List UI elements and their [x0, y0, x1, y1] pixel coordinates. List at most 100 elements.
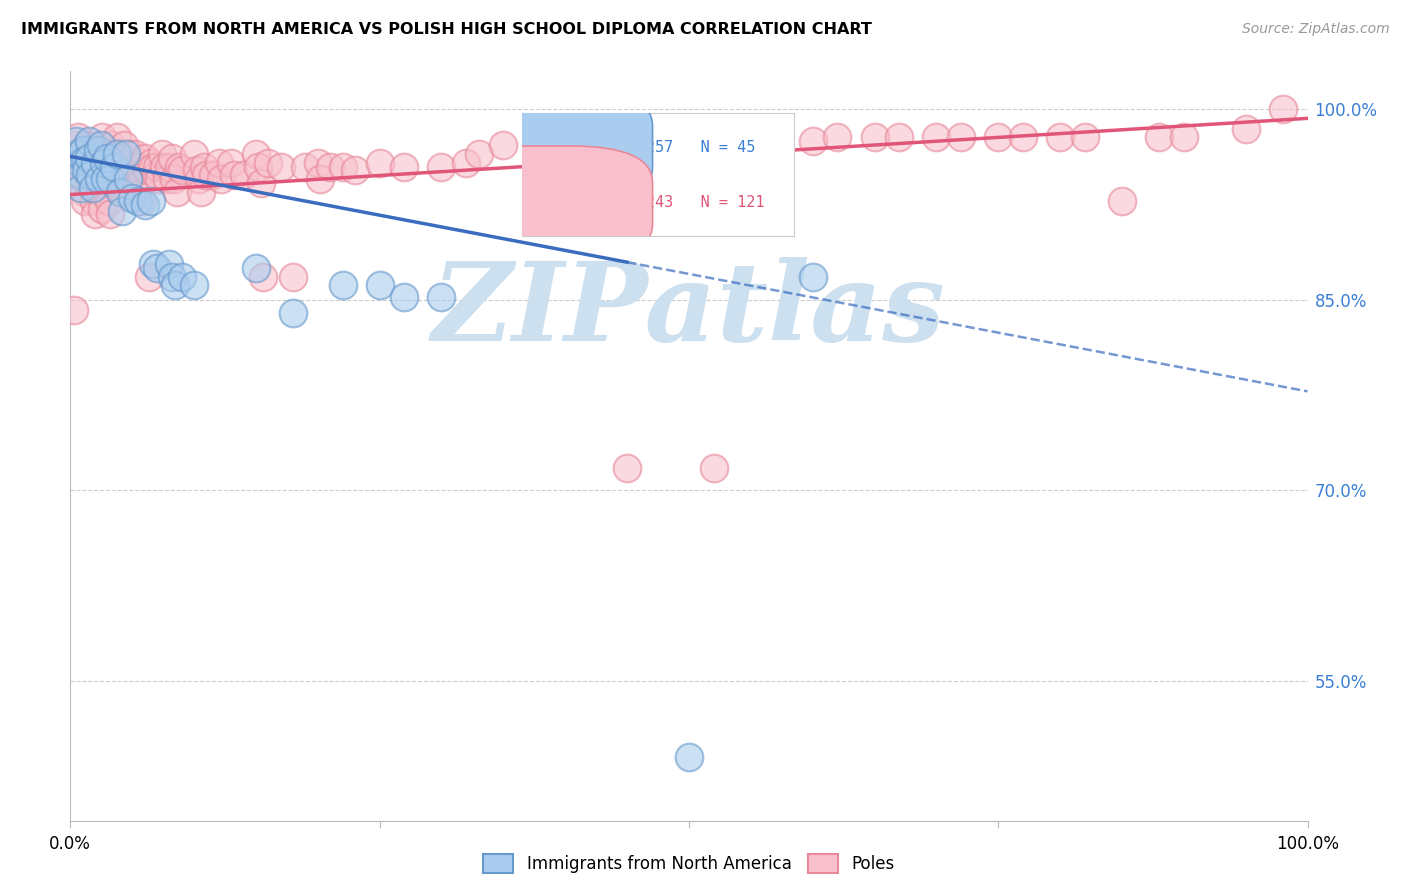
Point: [148, 172, 170, 186]
Point: [157, 257, 180, 271]
Point: [332, 160, 354, 174]
Point: [77, 160, 100, 174]
Point: [120, 160, 142, 174]
Point: [93, 156, 115, 170]
Point: [115, 160, 138, 174]
Point: [110, 172, 132, 186]
Point: [96, 176, 118, 190]
Point: [127, 194, 149, 208]
Point: [111, 204, 134, 219]
Point: [139, 156, 162, 170]
Point: [166, 185, 188, 199]
Legend: Immigrants from North America, Poles: Immigrants from North America, Poles: [477, 847, 901, 880]
Text: IMMIGRANTS FROM NORTH AMERICA VS POLISH HIGH SCHOOL DIPLOMA CORRELATION CHART: IMMIGRANTS FROM NORTH AMERICA VS POLISH …: [21, 22, 872, 37]
Point: [96, 151, 118, 165]
Point: [343, 163, 366, 178]
Point: [121, 169, 143, 183]
Point: [1271, 103, 1294, 117]
Point: [87, 169, 110, 183]
Point: [121, 191, 143, 205]
Point: [163, 172, 186, 186]
Point: [124, 147, 146, 161]
Point: [252, 270, 274, 285]
Point: [98, 172, 121, 186]
Point: [94, 160, 117, 174]
Point: [232, 169, 254, 183]
Text: ZIPatlas: ZIPatlas: [432, 258, 946, 365]
Point: [84, 138, 107, 153]
Point: [117, 172, 139, 186]
Point: [193, 160, 215, 174]
Point: [703, 460, 725, 475]
Point: [84, 206, 107, 220]
Point: [82, 181, 104, 195]
Point: [67, 156, 90, 170]
Point: [219, 156, 242, 170]
Point: [91, 202, 114, 216]
Point: [105, 130, 128, 145]
Point: [97, 194, 120, 208]
Point: [245, 261, 267, 276]
Point: [75, 194, 97, 208]
Point: [65, 138, 87, 153]
Point: [127, 160, 149, 174]
Point: [294, 160, 316, 174]
Point: [863, 130, 886, 145]
Point: [114, 151, 136, 165]
Point: [740, 134, 762, 148]
Point: [134, 151, 156, 165]
Point: [245, 147, 267, 161]
Point: [554, 134, 576, 148]
Point: [167, 160, 190, 174]
Point: [186, 163, 208, 178]
Point: [222, 169, 245, 183]
Point: [82, 181, 104, 195]
Point: [70, 181, 93, 195]
Point: [1111, 194, 1133, 208]
Point: [98, 206, 121, 220]
Point: [84, 151, 107, 165]
Point: [142, 257, 165, 271]
Point: [889, 130, 911, 145]
Point: [65, 147, 87, 161]
Point: [368, 156, 391, 170]
Point: [76, 151, 98, 165]
Point: [188, 172, 211, 186]
Point: [77, 134, 100, 148]
Point: [827, 130, 849, 145]
Point: [75, 163, 97, 178]
Point: [150, 147, 173, 161]
Point: [86, 160, 108, 174]
Point: [89, 176, 111, 190]
Point: [156, 172, 179, 186]
Point: [950, 130, 973, 145]
Point: [190, 185, 212, 199]
Point: [467, 147, 489, 161]
Point: [63, 303, 86, 318]
Point: [90, 185, 112, 199]
Point: [319, 160, 342, 174]
Point: [134, 197, 156, 211]
Point: [70, 160, 93, 174]
Point: [430, 160, 453, 174]
Point: [104, 169, 127, 183]
Point: [201, 169, 224, 183]
Point: [105, 176, 128, 190]
Point: [160, 270, 183, 285]
Point: [72, 172, 94, 186]
Point: [394, 160, 416, 174]
Point: [170, 163, 193, 178]
Point: [153, 160, 176, 174]
Point: [79, 169, 101, 183]
Point: [146, 261, 169, 276]
Point: [108, 185, 131, 199]
Point: [103, 160, 125, 174]
Point: [84, 156, 107, 170]
Point: [1049, 130, 1071, 145]
Point: [75, 153, 97, 168]
Point: [70, 169, 93, 183]
Point: [117, 172, 139, 186]
Point: [142, 160, 165, 174]
Point: [591, 134, 613, 148]
Point: [281, 270, 304, 285]
